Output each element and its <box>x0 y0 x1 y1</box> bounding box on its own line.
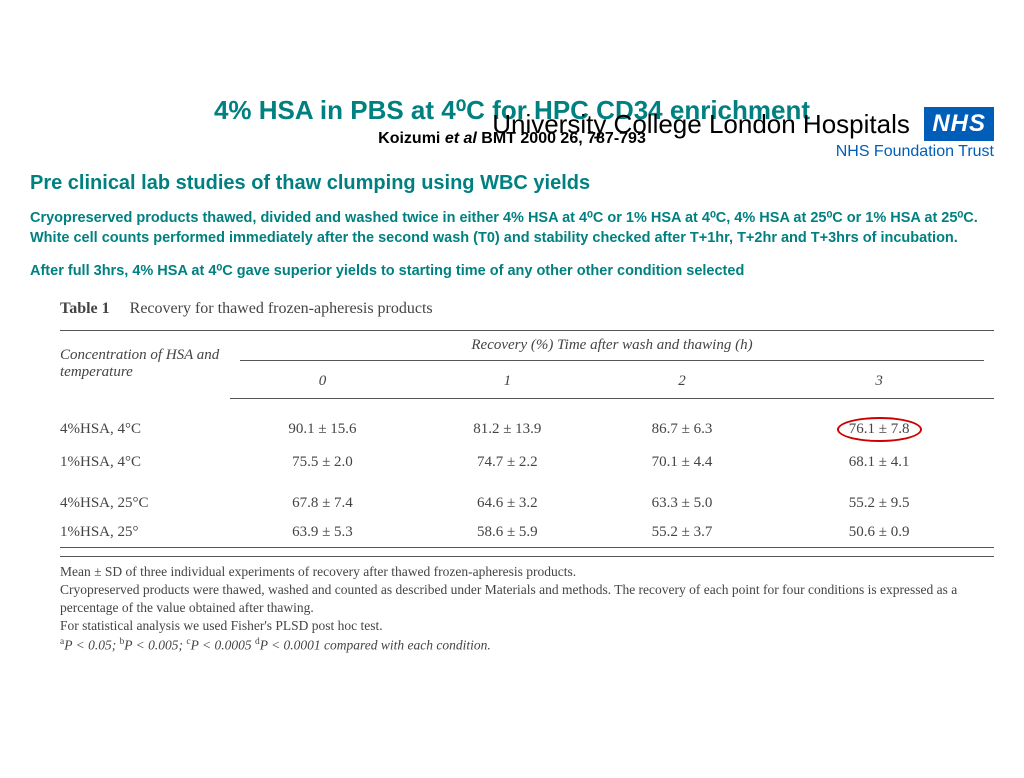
cell: 90.1 ± 15.6 <box>230 411 415 448</box>
citation-author: Koizumi <box>378 130 445 147</box>
table-row: 1%HSA, 25° 63.9 ± 5.3 58.6 ± 5.9 55.2 ± … <box>60 518 994 548</box>
header: University College London Hospitals NHS … <box>492 107 994 161</box>
nhs-badge: NHS <box>924 107 994 141</box>
cell: 64.6 ± 3.2 <box>415 489 600 518</box>
uclh-logo: uclh <box>0 677 10 768</box>
stat-b: P < 0.005; <box>124 637 186 652</box>
cell: 58.6 ± 5.9 <box>415 518 600 548</box>
cell: 63.9 ± 5.3 <box>230 518 415 548</box>
footnote-line: Mean ± SD of three individual experiment… <box>60 563 994 581</box>
cell: 55.2 ± 3.7 <box>600 518 765 548</box>
col-span-header: Recovery (%) Time after wash and thawing… <box>230 330 994 367</box>
row-label: 1%HSA, 4°C <box>60 448 230 477</box>
footnote-line: For statistical analysis we used Fisher'… <box>60 617 994 635</box>
paragraph-1: Cryopreserved products thawed, divided a… <box>30 209 994 248</box>
table-row: 1%HSA, 4°C 75.5 ± 2.0 74.7 ± 2.2 70.1 ± … <box>60 448 994 477</box>
footnotes: Mean ± SD of three individual experiment… <box>60 556 994 655</box>
paragraph-2: After full 3hrs, 4% HSA at 4⁰C gave supe… <box>30 262 994 282</box>
col-span-header-text: Recovery (%) Time after wash and thawing… <box>240 337 984 361</box>
org-name: University College London Hospitals <box>492 109 910 140</box>
stat-d: P < 0.0001 compared with each condition. <box>260 637 491 652</box>
subheading: Pre clinical lab studies of thaw clumpin… <box>30 172 1024 195</box>
col-2: 2 <box>600 367 765 399</box>
col-3: 3 <box>764 367 994 399</box>
row-label: 4%HSA, 25°C <box>60 489 230 518</box>
circled-value: 76.1 ± 7.8 <box>837 417 922 442</box>
cell: 50.6 ± 0.9 <box>764 518 994 548</box>
citation-etal: et al <box>445 130 477 147</box>
table-title: Table 1 Recovery for thawed frozen-apher… <box>60 300 994 318</box>
table-row: 4%HSA, 4°C 90.1 ± 15.6 81.2 ± 13.9 86.7 … <box>60 411 994 448</box>
col-0: 0 <box>230 367 415 399</box>
cell: 75.5 ± 2.0 <box>230 448 415 477</box>
table-region: Table 1 Recovery for thawed frozen-apher… <box>60 300 994 548</box>
row-label: 4%HSA, 4°C <box>60 411 230 448</box>
cell: 81.2 ± 13.9 <box>415 411 600 448</box>
cell: 68.1 ± 4.1 <box>764 448 994 477</box>
cell: 67.8 ± 7.4 <box>230 489 415 518</box>
cell: 55.2 ± 9.5 <box>764 489 994 518</box>
header-sub: NHS Foundation Trust <box>492 143 994 161</box>
table-label: Table 1 <box>60 300 110 317</box>
cell-highlighted: 76.1 ± 7.8 <box>764 411 994 448</box>
stat-a: P < 0.05; <box>64 637 119 652</box>
table-caption: Recovery for thawed frozen-apheresis pro… <box>130 300 433 317</box>
cell: 63.3 ± 5.0 <box>600 489 765 518</box>
table-row: 4%HSA, 25°C 67.8 ± 7.4 64.6 ± 3.2 63.3 ±… <box>60 489 994 518</box>
footnote-stats: aP < 0.05; bP < 0.005; cP < 0.0005 dP < … <box>60 636 994 655</box>
cell: 70.1 ± 4.4 <box>600 448 765 477</box>
cell: 86.7 ± 6.3 <box>600 411 765 448</box>
row-label: 1%HSA, 25° <box>60 518 230 548</box>
footnote-line: Cryopreserved products were thawed, wash… <box>60 581 994 617</box>
row-header: Concentration of HSA and temperature <box>60 330 230 398</box>
data-table: Concentration of HSA and temperature Rec… <box>60 330 994 548</box>
col-1: 1 <box>415 367 600 399</box>
cell: 74.7 ± 2.2 <box>415 448 600 477</box>
stat-c: P < 0.0005 <box>191 637 255 652</box>
